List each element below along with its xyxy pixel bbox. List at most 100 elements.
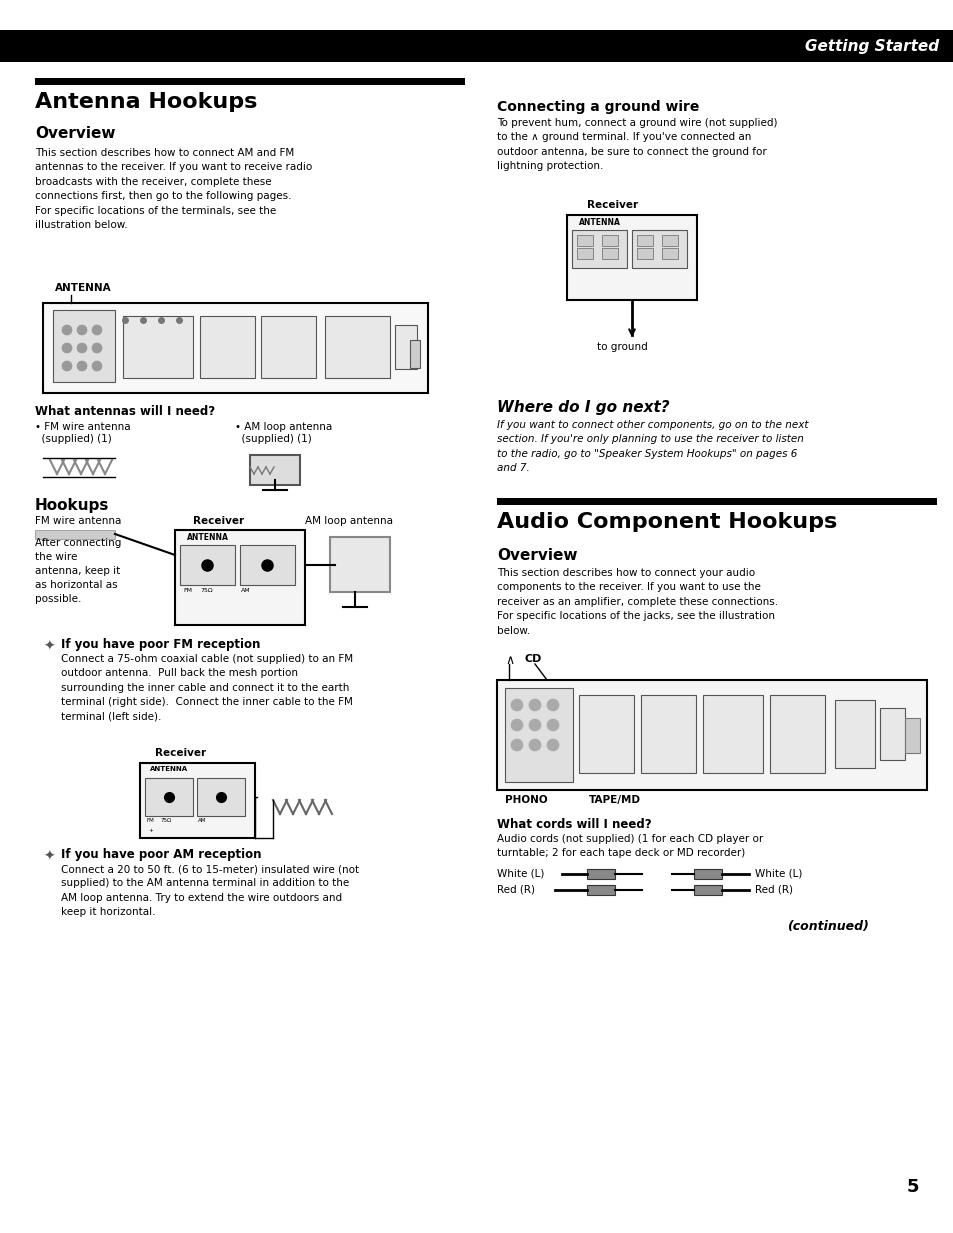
- Circle shape: [511, 719, 522, 731]
- Text: Receiver: Receiver: [154, 748, 206, 758]
- Text: Connecting a ground wire: Connecting a ground wire: [497, 100, 699, 113]
- Text: AM: AM: [198, 817, 206, 822]
- Text: TAPE/MD: TAPE/MD: [588, 795, 640, 805]
- Bar: [661, 248, 678, 259]
- Bar: [637, 248, 652, 259]
- Circle shape: [62, 361, 71, 371]
- Text: Audio Component Hookups: Audio Component Hookups: [497, 512, 837, 531]
- Bar: [693, 885, 721, 895]
- Text: Overview: Overview: [35, 126, 115, 141]
- Bar: [240, 545, 294, 584]
- Bar: [577, 248, 593, 259]
- Text: Overview: Overview: [497, 547, 577, 563]
- Text: (continued): (continued): [786, 920, 868, 933]
- Text: This section describes how to connect your audio
components to the receiver. If : This section describes how to connect yo…: [497, 568, 778, 635]
- Bar: [504, 688, 573, 782]
- Text: What cords will I need?: What cords will I need?: [497, 817, 651, 831]
- Text: CD: CD: [524, 653, 542, 665]
- Bar: [572, 231, 626, 268]
- Bar: [174, 530, 305, 625]
- Circle shape: [546, 739, 558, 751]
- Bar: [250, 455, 299, 485]
- Bar: [497, 681, 926, 790]
- Text: What antennas will I need?: What antennas will I need?: [35, 404, 214, 418]
- Text: (supplied) (1): (supplied) (1): [35, 434, 112, 444]
- Circle shape: [546, 699, 558, 711]
- Text: ANTENNA: ANTENNA: [150, 766, 188, 772]
- Text: +: +: [148, 829, 152, 834]
- Bar: [35, 78, 464, 85]
- Text: • FM wire antenna: • FM wire antenna: [35, 422, 131, 432]
- Bar: [834, 700, 874, 768]
- Bar: [577, 236, 593, 247]
- Circle shape: [529, 739, 540, 751]
- Circle shape: [529, 719, 540, 731]
- Text: AM loop antenna: AM loop antenna: [305, 515, 393, 526]
- Text: • AM loop antenna: • AM loop antenna: [234, 422, 332, 432]
- Text: ANTENNA: ANTENNA: [578, 218, 620, 227]
- Circle shape: [91, 361, 102, 371]
- Bar: [578, 695, 634, 773]
- Circle shape: [511, 739, 522, 751]
- Text: Receiver: Receiver: [586, 200, 638, 210]
- Text: Receiver: Receiver: [193, 515, 244, 526]
- Bar: [196, 778, 245, 816]
- Bar: [325, 316, 390, 379]
- Circle shape: [77, 343, 87, 353]
- Circle shape: [77, 361, 87, 371]
- Bar: [586, 885, 615, 895]
- Bar: [410, 340, 419, 367]
- Bar: [330, 538, 390, 592]
- Text: ✦: ✦: [43, 850, 54, 864]
- Circle shape: [511, 699, 522, 711]
- Bar: [497, 498, 936, 506]
- Text: Where do I go next?: Where do I go next?: [497, 399, 669, 416]
- Bar: [395, 326, 416, 369]
- Text: White (L): White (L): [497, 868, 544, 878]
- Text: Audio cords (not supplied) (1 for each CD player or
turntable; 2 for each tape d: Audio cords (not supplied) (1 for each C…: [497, 834, 762, 858]
- Text: ANTENNA: ANTENNA: [187, 533, 229, 543]
- Circle shape: [91, 326, 102, 335]
- Bar: [879, 708, 904, 760]
- Bar: [145, 778, 193, 816]
- Bar: [140, 763, 254, 838]
- Text: ✦: ✦: [43, 640, 54, 653]
- Text: If you have poor FM reception: If you have poor FM reception: [61, 637, 260, 651]
- Text: This section describes how to connect AM and FM
antennas to the receiver. If you: This section describes how to connect AM…: [35, 148, 312, 231]
- Text: FM: FM: [183, 588, 192, 593]
- Circle shape: [62, 326, 71, 335]
- Text: to ground: to ground: [597, 342, 647, 351]
- Text: If you want to connect other components, go on to the next
section. If you're on: If you want to connect other components,…: [497, 420, 807, 473]
- Bar: [702, 695, 762, 773]
- Circle shape: [77, 326, 87, 335]
- Bar: [180, 545, 234, 584]
- Circle shape: [62, 343, 71, 353]
- Text: Red (R): Red (R): [754, 884, 792, 894]
- Circle shape: [546, 719, 558, 731]
- Bar: [43, 303, 428, 393]
- Bar: [637, 236, 652, 247]
- Bar: [53, 309, 115, 382]
- Text: After connecting
the wire
antenna, keep it
as horizontal as
possible.: After connecting the wire antenna, keep …: [35, 538, 121, 604]
- Text: White (L): White (L): [754, 868, 801, 878]
- Text: 75Ω: 75Ω: [200, 588, 213, 593]
- Text: To prevent hum, connect a ground wire (not supplied)
to the ∧ ground terminal. I: To prevent hum, connect a ground wire (n…: [497, 118, 777, 171]
- Text: ∧: ∧: [504, 653, 514, 667]
- Text: 75Ω: 75Ω: [161, 817, 172, 822]
- Text: Red (R): Red (R): [497, 884, 535, 894]
- Bar: [200, 316, 254, 379]
- Text: ANTENNA: ANTENNA: [55, 284, 112, 293]
- Bar: [631, 231, 686, 268]
- Text: (supplied) (1): (supplied) (1): [234, 434, 312, 444]
- Bar: [904, 718, 919, 753]
- Bar: [769, 695, 824, 773]
- Bar: [566, 215, 697, 300]
- Bar: [0, 30, 953, 62]
- Circle shape: [91, 343, 102, 353]
- Text: Connect a 20 to 50 ft. (6 to 15-meter) insulated wire (not
supplied) to the AM a: Connect a 20 to 50 ft. (6 to 15-meter) i…: [61, 864, 358, 917]
- Text: FM wire antenna: FM wire antenna: [35, 515, 121, 526]
- Bar: [586, 869, 615, 879]
- Bar: [693, 869, 721, 879]
- Circle shape: [529, 699, 540, 711]
- Text: Connect a 75-ohm coaxial cable (not supplied) to an FM
outdoor antenna.  Pull ba: Connect a 75-ohm coaxial cable (not supp…: [61, 653, 353, 721]
